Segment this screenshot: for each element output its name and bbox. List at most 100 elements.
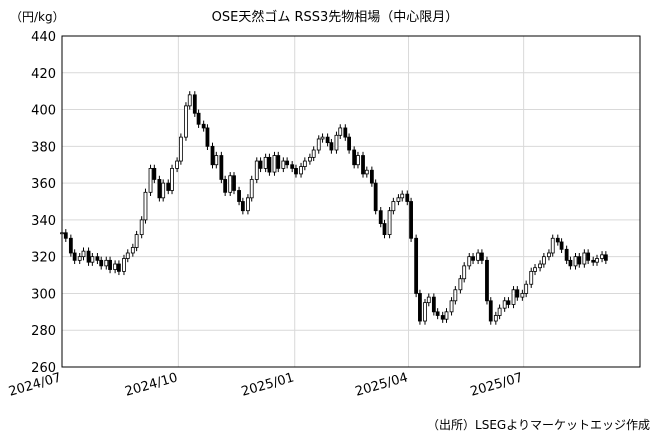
candle-body xyxy=(414,237,419,294)
chart-title: OSE天然ゴム RSS3先物相場（中心限月） xyxy=(212,9,459,25)
candle-body xyxy=(267,156,272,173)
candle-body xyxy=(237,190,241,202)
candle-body xyxy=(476,252,481,261)
candle-body xyxy=(364,169,369,175)
candle-body xyxy=(347,136,352,151)
candle-body xyxy=(258,160,263,169)
candle-body xyxy=(435,311,440,316)
candle-body xyxy=(485,259,489,302)
candle-body xyxy=(378,210,383,224)
candle-body xyxy=(369,169,374,184)
candle-body xyxy=(95,256,100,261)
candle-body xyxy=(334,134,339,151)
candle-body xyxy=(63,232,68,239)
candle-body xyxy=(68,237,73,254)
candle-body xyxy=(104,259,109,267)
candlestick-series xyxy=(60,91,608,325)
candle-body xyxy=(529,270,534,285)
grid xyxy=(61,35,640,368)
candle-body xyxy=(568,259,573,267)
candle-body xyxy=(426,296,431,304)
candle-body xyxy=(387,210,392,235)
candle-body xyxy=(285,160,290,166)
candle-body xyxy=(281,160,286,169)
y-tick-label: 420 xyxy=(31,67,56,82)
y-axis-unit: （円/kg） xyxy=(10,10,65,24)
candle-body xyxy=(148,167,153,193)
candle-body xyxy=(72,252,77,261)
candle-body xyxy=(175,160,179,169)
candle-body xyxy=(290,164,295,169)
candle-body xyxy=(320,136,325,140)
candle-body xyxy=(157,179,162,199)
candle-body xyxy=(520,293,525,298)
candle-body xyxy=(223,179,228,193)
candle-body xyxy=(143,191,148,221)
y-tick-label: 320 xyxy=(31,251,56,266)
candle-body xyxy=(400,193,405,199)
candle-body xyxy=(232,175,236,191)
candle-body xyxy=(462,265,467,280)
candle-body xyxy=(276,155,281,169)
candle-body xyxy=(467,256,472,267)
candle-body xyxy=(506,300,511,305)
candle-body xyxy=(541,256,546,265)
candle-body xyxy=(600,254,604,259)
candle-body xyxy=(405,193,410,202)
candle-body xyxy=(511,289,516,305)
y-tick-label: 380 xyxy=(31,140,56,155)
candle-body xyxy=(77,256,82,261)
candle-body xyxy=(170,167,174,191)
candle-body xyxy=(449,300,454,313)
candle-body xyxy=(325,136,330,144)
candle-body xyxy=(130,247,135,254)
candle-body xyxy=(555,237,560,243)
x-tick-label: 2025/01 xyxy=(240,370,296,399)
candle-body xyxy=(524,283,529,294)
x-axis: 2024/07 2024/10 2025/01 2025/04 2025/07 xyxy=(7,370,525,399)
candle-body xyxy=(488,300,493,322)
candle-body xyxy=(361,155,365,175)
candle-body xyxy=(184,105,188,138)
candle-body xyxy=(302,160,307,167)
candle-body xyxy=(316,138,321,151)
candle-body xyxy=(152,167,157,180)
candle-body xyxy=(373,182,378,212)
candle-body xyxy=(497,307,502,316)
candle-body xyxy=(219,155,224,180)
x-tick-label: 2025/07 xyxy=(469,370,525,399)
candle-body xyxy=(547,252,551,258)
candle-body xyxy=(192,94,197,114)
candle-body xyxy=(595,258,599,263)
candle-body xyxy=(431,296,436,313)
x-tick-label: 2024/10 xyxy=(123,370,179,399)
y-tick-label: 340 xyxy=(31,214,56,229)
candle-body xyxy=(90,256,95,263)
candle-body xyxy=(178,136,183,162)
candle-body xyxy=(409,201,413,239)
candle-body xyxy=(214,155,219,166)
candle-body xyxy=(205,127,210,147)
candle-body xyxy=(263,156,268,169)
candle-body xyxy=(603,254,608,261)
candle-body xyxy=(338,127,343,136)
candle-body xyxy=(423,302,427,322)
candle-body xyxy=(396,197,401,202)
candle-body xyxy=(533,267,537,272)
candle-body xyxy=(99,259,104,267)
candle-body xyxy=(108,259,112,270)
candle-body xyxy=(210,145,215,166)
y-axis: 260 280 300 320 340 360 380 400 420 440 xyxy=(31,30,56,376)
candle-body xyxy=(117,263,121,272)
candle-body xyxy=(299,166,303,175)
candle-body xyxy=(356,155,360,166)
candle-body xyxy=(294,167,298,175)
y-tick-label: 400 xyxy=(31,104,56,119)
candle-body xyxy=(515,289,520,298)
candle-body xyxy=(440,315,445,320)
candle-body xyxy=(577,256,582,265)
candle-body xyxy=(240,201,245,212)
candle-body xyxy=(307,156,312,162)
candle-body xyxy=(493,315,498,322)
